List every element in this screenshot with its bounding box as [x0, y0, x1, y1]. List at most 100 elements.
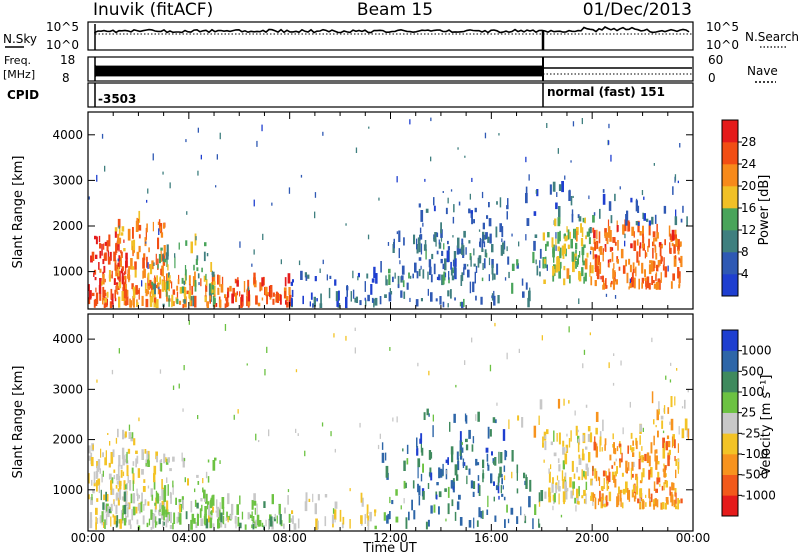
- echo-cell: [563, 476, 566, 484]
- echo-cell: [256, 503, 258, 515]
- echo-cell: [156, 275, 158, 283]
- echo-cell: [215, 303, 218, 307]
- echo-cell: [556, 256, 559, 265]
- echo-cell: [484, 132, 487, 139]
- echo-cell: [433, 263, 436, 275]
- echo-cell: [373, 266, 376, 279]
- echo-cell: [441, 250, 444, 256]
- x-tick-label: 20:00: [575, 531, 610, 545]
- echo-cell: [439, 468, 443, 478]
- echo-cell: [176, 291, 179, 300]
- echo-cell: [121, 496, 124, 501]
- echo-cell: [677, 267, 680, 279]
- echo-cell: [506, 205, 509, 210]
- echo-cell: [641, 446, 643, 451]
- echo-cell: [595, 411, 599, 422]
- echo-cell: [443, 243, 445, 250]
- echo-cell: [511, 450, 514, 462]
- echo-cell: [575, 242, 578, 250]
- echo-cell: [545, 264, 548, 269]
- echo-cell: [493, 295, 496, 306]
- echo-cell: [201, 504, 203, 512]
- echo-cell: [380, 261, 382, 273]
- echo-cell: [247, 512, 250, 520]
- echo-cell: [659, 246, 662, 257]
- echo-cell: [440, 258, 443, 264]
- echo-cell: [586, 252, 589, 258]
- echo-cell: [207, 459, 210, 463]
- echo-cell: [532, 251, 535, 264]
- echo-cell: [655, 449, 658, 454]
- echo-cell: [525, 186, 528, 194]
- echo-cell: [297, 433, 299, 436]
- echo-cell: [476, 462, 480, 466]
- echo-cell: [305, 492, 308, 502]
- echo-cell: [584, 272, 587, 282]
- echo-cell: [434, 232, 437, 243]
- echo-cell: [583, 219, 586, 223]
- echo-cell: [491, 295, 493, 299]
- echo-cell: [147, 501, 150, 506]
- echo-cell: [287, 489, 290, 493]
- echo-cell: [329, 275, 332, 279]
- echo-cell: [675, 469, 677, 479]
- echo-cell: [334, 279, 337, 286]
- echo-cell: [647, 245, 649, 252]
- echo-cell: [183, 299, 186, 304]
- echo-cell: [453, 413, 456, 423]
- echo-cell: [104, 298, 107, 303]
- echo-cell: [474, 207, 477, 213]
- echo-cell: [166, 288, 168, 297]
- echo-cell: [141, 469, 144, 475]
- echo-cell: [669, 247, 672, 254]
- echo-cell: [596, 265, 599, 276]
- echo-cell: [418, 496, 421, 506]
- echo-cell: [658, 401, 660, 412]
- echo-cell: [559, 230, 561, 242]
- echo-cell: [171, 294, 174, 306]
- y-tick-label: 3000: [52, 382, 83, 396]
- echo-cell: [655, 455, 658, 465]
- echo-cell: [660, 502, 663, 510]
- echo-cell: [687, 388, 689, 393]
- echo-cell: [115, 437, 118, 444]
- echo-cell: [117, 218, 121, 228]
- echo-cell: [558, 216, 561, 224]
- echo-cell: [501, 478, 503, 485]
- echo-cell: [155, 490, 158, 502]
- echo-cell: [650, 264, 652, 270]
- echo-cell: [155, 521, 158, 526]
- echo-cell: [672, 273, 675, 281]
- echo-cell: [88, 455, 91, 461]
- echo-cell: [130, 300, 132, 308]
- echo-cell: [167, 509, 169, 518]
- echo-cell: [450, 480, 454, 489]
- echo-cell: [115, 485, 118, 489]
- echo-cell: [124, 266, 127, 275]
- echo-cell: [142, 515, 145, 525]
- echo-cell: [174, 256, 176, 269]
- echo-cell: [429, 467, 432, 478]
- echo-cell: [613, 461, 616, 466]
- echo-cell: [538, 501, 541, 507]
- echo-cell: [644, 453, 647, 462]
- echo-cell: [291, 297, 293, 306]
- echo-cell: [102, 510, 105, 521]
- echo-cell: [526, 218, 530, 226]
- echo-cell: [379, 433, 381, 439]
- echo-cell: [632, 440, 634, 446]
- echo-cell: [131, 240, 134, 251]
- echo-cell: [453, 251, 457, 262]
- echo-cell: [631, 461, 634, 471]
- echo-cell: [164, 258, 167, 263]
- echo-cell: [586, 467, 589, 477]
- echo-cell: [593, 238, 596, 245]
- echo-cell: [498, 451, 500, 464]
- echo-cell: [429, 269, 432, 275]
- echo-cell: [88, 290, 92, 300]
- echo-cell: [169, 182, 171, 189]
- echo-cell: [542, 232, 545, 241]
- echo-cell: [498, 495, 500, 500]
- echo-cell: [608, 491, 612, 502]
- echo-cell: [157, 281, 159, 288]
